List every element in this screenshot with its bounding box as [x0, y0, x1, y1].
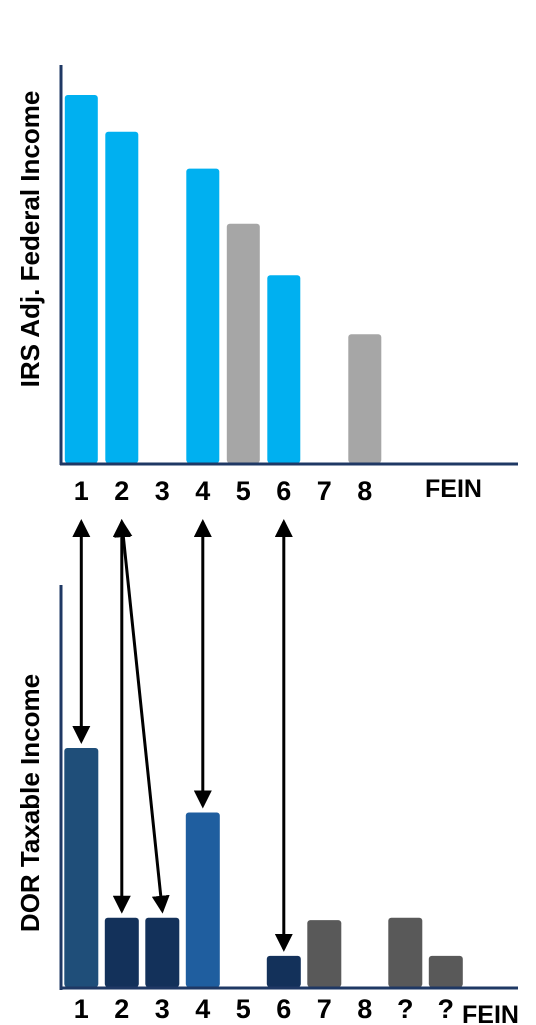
dor-bar-6	[266, 955, 301, 987]
dor-tick-label: 4	[195, 994, 210, 1024]
dor-bar-9	[388, 917, 423, 987]
irs-bar-2	[105, 131, 139, 464]
dor-bar-4	[185, 812, 220, 987]
dor-bar-3	[145, 917, 180, 987]
dor-tick-label: 3	[155, 994, 170, 1024]
irs-tick-label: 3	[155, 476, 170, 506]
irs-bar-4	[186, 168, 220, 463]
dor-tick-label: 2	[114, 994, 129, 1024]
dor-chart: 1 2 3 4 5 6 7 8?? FEIN DOR Taxable Income	[15, 585, 519, 1025]
irs-tick-label: 2	[114, 476, 129, 506]
dor-tick-label: ?	[438, 994, 455, 1024]
dor-tick-label: ?	[397, 994, 414, 1024]
irs-bar-1	[64, 95, 98, 463]
dor-tick-label: 6	[276, 994, 291, 1024]
irs-tick-label: 6	[276, 476, 291, 506]
irs-tick-label: 4	[195, 476, 210, 506]
irs-bar-5	[226, 223, 260, 463]
mapping-arrow-2-to-3	[114, 519, 170, 914]
fein-mapping-arrows	[72, 519, 293, 952]
irs-y-axis-label: IRS Adj. Federal Income	[15, 91, 45, 388]
dor-tick-label: 8	[357, 994, 372, 1024]
dor-y-axis-label: DOR Taxable Income	[15, 674, 45, 932]
dor-bar-1	[64, 748, 99, 987]
irs-bar-8	[348, 334, 382, 463]
irs-bar-6	[267, 275, 301, 463]
dor-tick-label: 1	[74, 994, 89, 1024]
dor-bar-7	[307, 920, 342, 987]
irs-tick-label: 1	[74, 476, 89, 506]
dor-bar-2	[104, 917, 139, 987]
irs-tick-label: 7	[317, 476, 332, 506]
irs-tick-label: 8	[357, 476, 372, 506]
dor-tick-label: 5	[236, 994, 251, 1024]
dor-bar-10	[428, 955, 463, 987]
irs-x-axis-label: FEIN	[425, 475, 482, 503]
irs-tick-label: 5	[236, 476, 251, 506]
dor-x-axis-label: FEIN	[462, 1001, 519, 1025]
dor-tick-label: 7	[317, 994, 332, 1024]
